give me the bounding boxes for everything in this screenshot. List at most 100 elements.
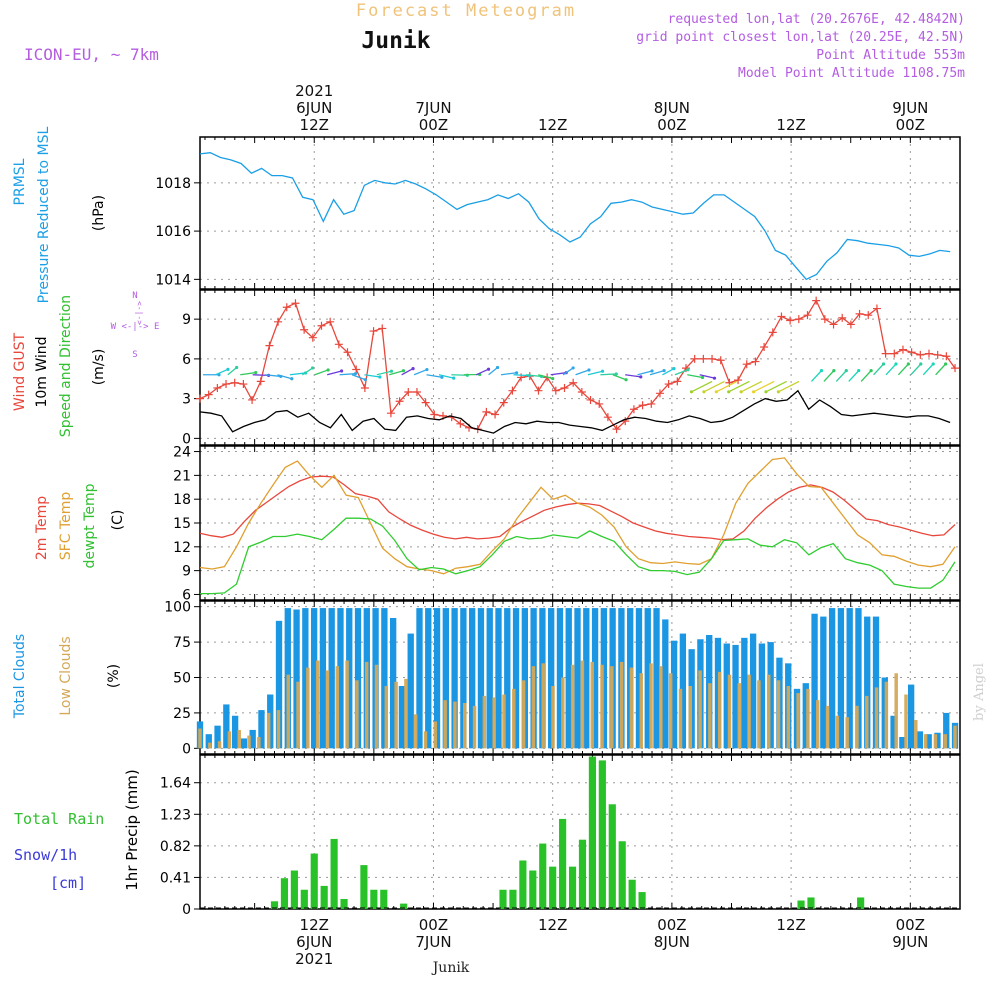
total-cloud-bar bbox=[469, 608, 476, 749]
wind-arrow bbox=[625, 374, 641, 378]
bottom-time-label: 00Z bbox=[896, 916, 925, 934]
low-cloud-bar bbox=[737, 683, 742, 749]
gust-marker bbox=[508, 386, 517, 395]
total-cloud-bar bbox=[548, 608, 555, 749]
total-cloud-bar bbox=[767, 642, 774, 749]
low-cloud-bar bbox=[217, 741, 222, 749]
bottom-time-label: 12Z bbox=[300, 916, 329, 934]
total-cloud-bar bbox=[934, 732, 941, 749]
gust-marker bbox=[803, 311, 812, 320]
total-cloud-bar bbox=[899, 737, 906, 749]
wind-arrow-head bbox=[751, 390, 756, 394]
wind-arrow-head bbox=[226, 367, 230, 371]
low-cloud-bar bbox=[825, 705, 830, 749]
wind-arrow bbox=[691, 380, 713, 393]
y-tick-label: 0 bbox=[182, 741, 191, 757]
total-cloud-bar bbox=[231, 715, 239, 749]
gust-marker bbox=[647, 399, 656, 408]
wind-arrow-head bbox=[819, 369, 824, 373]
gust-marker bbox=[386, 409, 395, 418]
wind-arrow-head bbox=[600, 369, 605, 373]
panels: 1014101610180369691215182124025507510000… bbox=[155, 136, 961, 918]
total-cloud-bar bbox=[214, 725, 221, 749]
panel-4: 0 0.41 0.82 1.23 1.64 bbox=[160, 754, 961, 918]
top-time-label: 7JUN bbox=[415, 99, 451, 117]
gust-marker bbox=[820, 315, 829, 324]
gust-marker bbox=[655, 389, 664, 398]
total-cloud-bar bbox=[512, 608, 520, 749]
y-tick-label: 50 bbox=[173, 671, 191, 687]
wind-arrow bbox=[475, 368, 489, 376]
rain-bar bbox=[330, 838, 338, 909]
total-cloud-bar bbox=[310, 608, 318, 749]
wind-arrow bbox=[835, 370, 847, 382]
footer-location: Junik bbox=[431, 960, 470, 976]
rain-bar bbox=[588, 756, 596, 909]
low-cloud-bar bbox=[423, 731, 428, 749]
gust-marker bbox=[378, 324, 387, 333]
low-cloud-bar bbox=[286, 674, 290, 749]
wind-arrow bbox=[612, 374, 627, 381]
rain-bar bbox=[400, 903, 408, 909]
bottom-time-label: 9JUN bbox=[892, 933, 928, 951]
gust-marker bbox=[638, 401, 647, 410]
gust-marker bbox=[829, 320, 838, 329]
gust-marker bbox=[933, 350, 942, 359]
wind-arrow bbox=[413, 368, 428, 376]
low-cloud-bar bbox=[541, 663, 545, 749]
wind-arrow-head bbox=[739, 390, 743, 394]
bottom-time-label: 12Z bbox=[776, 916, 805, 934]
wind-arrow-head bbox=[689, 390, 694, 394]
low-cloud-bar bbox=[551, 686, 555, 749]
wind-arrow-head bbox=[714, 390, 718, 394]
total-cloud-bar bbox=[635, 608, 643, 749]
total-cloud-bar bbox=[864, 616, 871, 749]
wind-arrow bbox=[538, 374, 553, 380]
total-cloud-bar bbox=[249, 729, 256, 749]
low-cloud-bar bbox=[688, 686, 693, 749]
low-cloud-bar bbox=[776, 680, 781, 749]
low-cloud-bar bbox=[335, 666, 340, 749]
low-cloud-bar bbox=[580, 660, 585, 749]
gust-marker bbox=[786, 316, 795, 325]
low-cloud-bar bbox=[208, 742, 212, 749]
gust-marker bbox=[412, 388, 421, 397]
temp-2m-line bbox=[199, 475, 956, 541]
total-cloud-bar bbox=[416, 608, 423, 749]
y-tick-label: 0.41 bbox=[160, 870, 191, 886]
top-time-label: 9JUN bbox=[892, 99, 928, 117]
low-cloud-bar bbox=[727, 674, 732, 749]
grid-point-coords: grid point closest lon,lat (20.25E, 42.5… bbox=[636, 30, 965, 45]
label-low-clouds: Low Clouds bbox=[58, 636, 74, 715]
label-2m-temp: 2m Temp bbox=[34, 496, 50, 560]
low-cloud-bar bbox=[904, 694, 908, 749]
total-cloud-bar bbox=[600, 608, 608, 749]
wind-arrow-head bbox=[869, 369, 873, 373]
total-cloud-bar bbox=[319, 608, 327, 749]
low-cloud-bar bbox=[315, 660, 320, 749]
rain-bar bbox=[857, 897, 865, 909]
wind-arrow-head bbox=[425, 367, 429, 372]
wind-arrow bbox=[215, 368, 229, 376]
total-cloud-bar bbox=[670, 640, 678, 749]
total-cloud-bar bbox=[240, 738, 248, 749]
gust-marker bbox=[551, 386, 560, 395]
bottom-time-label: 2021 bbox=[295, 950, 333, 968]
wind-arrow bbox=[488, 366, 498, 376]
gust-line bbox=[199, 299, 956, 431]
gust-marker bbox=[482, 407, 491, 416]
gust-marker bbox=[534, 386, 543, 395]
wind-arrow-head bbox=[614, 372, 618, 376]
wind-arrow bbox=[600, 373, 617, 376]
wind-arrow-head bbox=[906, 362, 910, 366]
low-cloud-bar bbox=[639, 673, 643, 749]
rain-bar bbox=[568, 866, 577, 909]
y-tick-label: 3 bbox=[182, 392, 191, 408]
gust-marker bbox=[577, 388, 586, 397]
wind-arrow bbox=[587, 370, 603, 376]
gust-marker bbox=[586, 395, 595, 404]
y-tick-label: 21 bbox=[173, 468, 191, 484]
dewpt-line bbox=[200, 517, 956, 595]
